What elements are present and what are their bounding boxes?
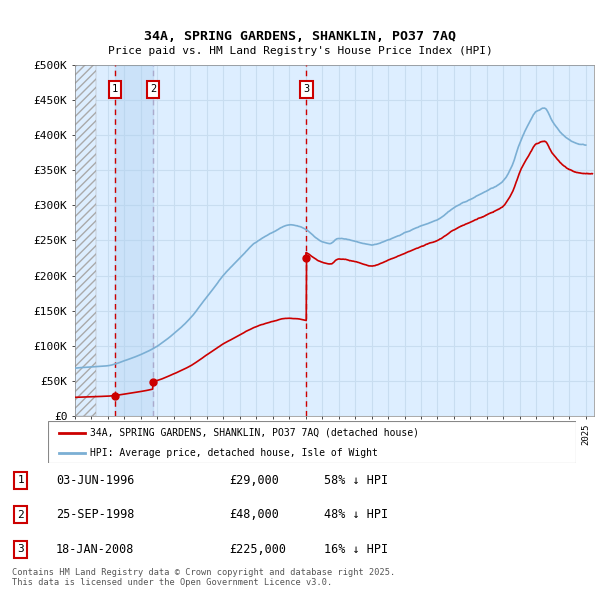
Text: £48,000: £48,000 xyxy=(229,508,280,522)
FancyBboxPatch shape xyxy=(48,421,576,463)
Text: 2: 2 xyxy=(150,84,156,94)
Text: 3: 3 xyxy=(17,544,24,554)
Text: 03-JUN-1996: 03-JUN-1996 xyxy=(56,474,134,487)
Bar xyxy=(115,65,153,416)
Text: 48% ↓ HPI: 48% ↓ HPI xyxy=(323,508,388,522)
Text: Contains HM Land Registry data © Crown copyright and database right 2025.
This d: Contains HM Land Registry data © Crown c… xyxy=(12,568,395,587)
Text: HPI: Average price, detached house, Isle of Wight: HPI: Average price, detached house, Isle… xyxy=(90,448,378,457)
Text: 34A, SPRING GARDENS, SHANKLIN, PO37 7AQ: 34A, SPRING GARDENS, SHANKLIN, PO37 7AQ xyxy=(144,30,456,43)
Text: 1: 1 xyxy=(17,476,24,486)
Text: 1: 1 xyxy=(112,84,118,94)
Text: 58% ↓ HPI: 58% ↓ HPI xyxy=(323,474,388,487)
Text: 34A, SPRING GARDENS, SHANKLIN, PO37 7AQ (detached house): 34A, SPRING GARDENS, SHANKLIN, PO37 7AQ … xyxy=(90,428,419,438)
Text: £29,000: £29,000 xyxy=(229,474,280,487)
Text: Price paid vs. HM Land Registry's House Price Index (HPI): Price paid vs. HM Land Registry's House … xyxy=(107,47,493,56)
Text: 18-JAN-2008: 18-JAN-2008 xyxy=(56,543,134,556)
Text: £225,000: £225,000 xyxy=(229,543,286,556)
Text: 2: 2 xyxy=(17,510,24,520)
Text: 25-SEP-1998: 25-SEP-1998 xyxy=(56,508,134,522)
Text: 3: 3 xyxy=(304,84,310,94)
Text: 16% ↓ HPI: 16% ↓ HPI xyxy=(323,543,388,556)
